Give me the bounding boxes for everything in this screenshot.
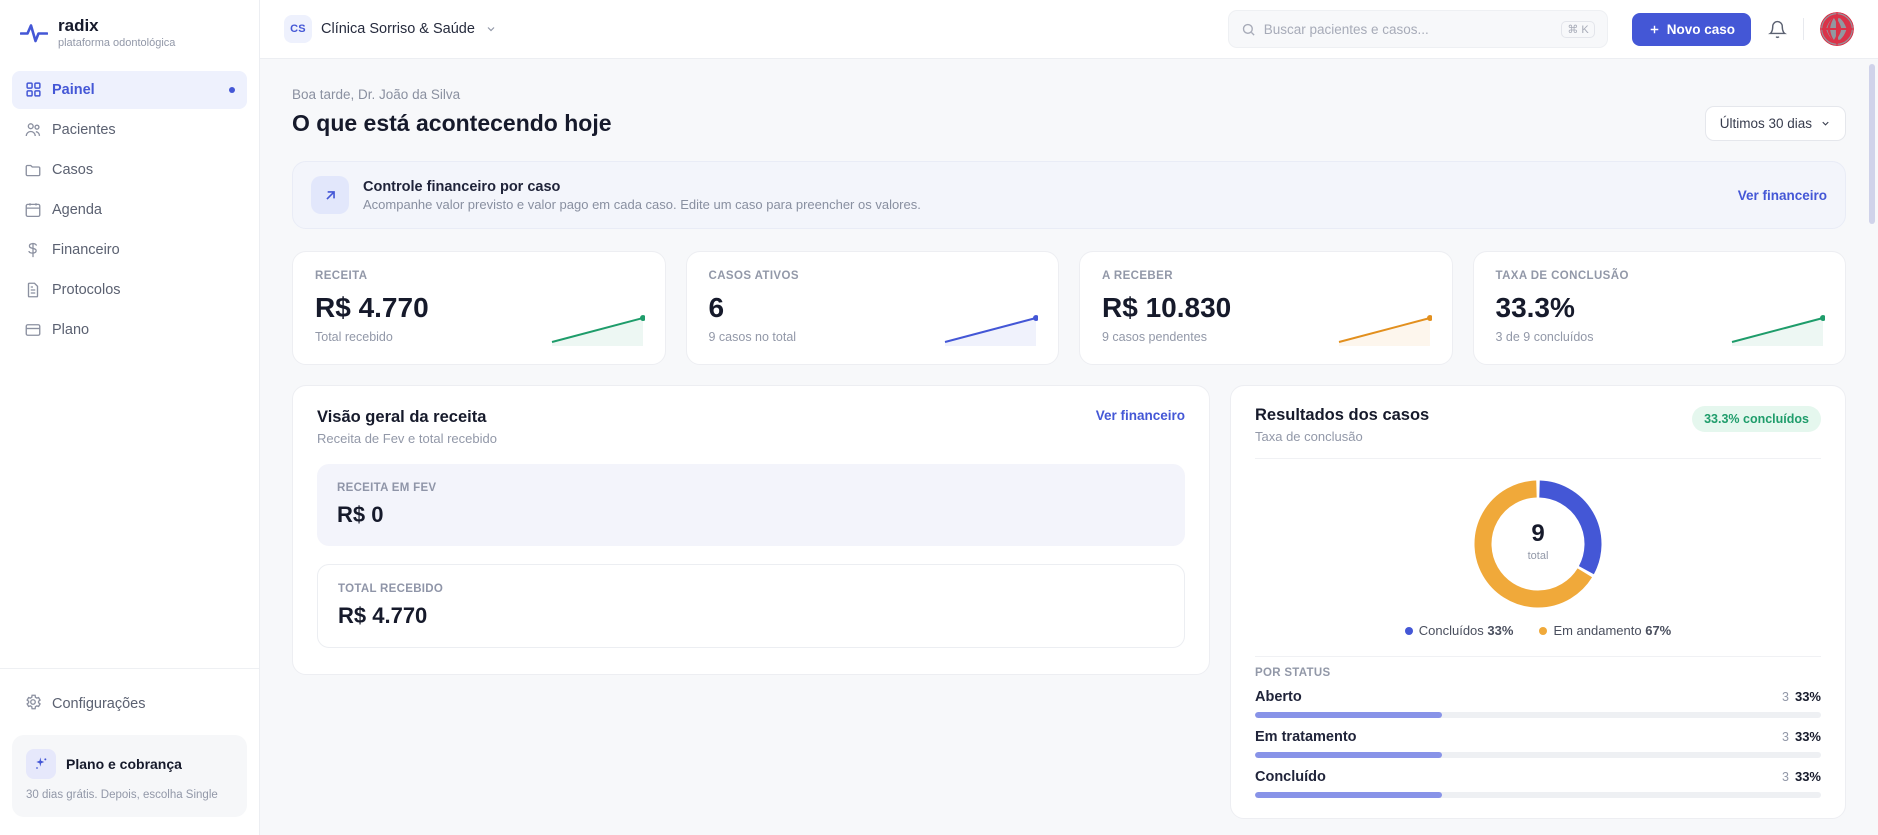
svg-text:total: total: [1528, 550, 1549, 562]
svg-text:9: 9: [1531, 520, 1544, 547]
